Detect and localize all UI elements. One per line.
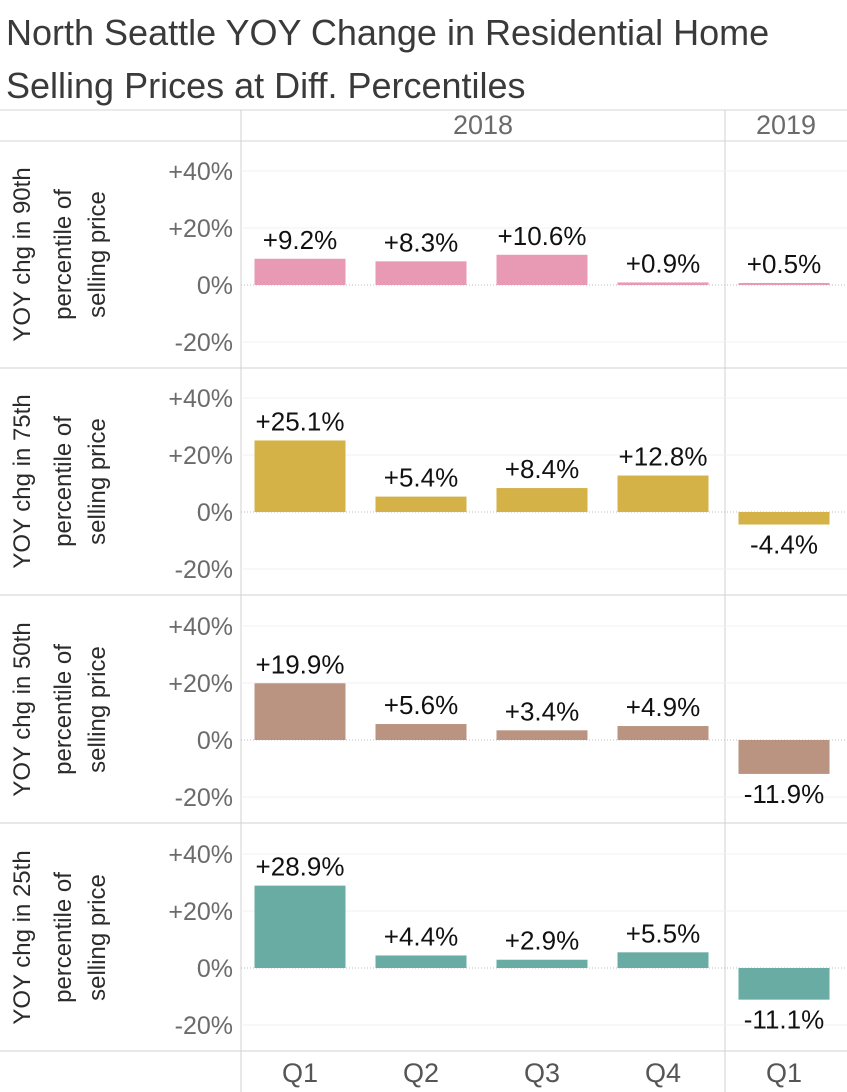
x-tick-label: Q1 <box>282 1058 318 1088</box>
y-tick-label: +20% <box>168 215 233 243</box>
data-label: +28.9% <box>256 852 345 882</box>
data-label: +3.4% <box>505 696 579 726</box>
x-tick-label: Q2 <box>403 1058 439 1088</box>
y-tick-label: +40% <box>168 841 233 869</box>
y-tick-label: +20% <box>168 442 233 470</box>
bar <box>496 959 588 968</box>
row-label-line: percentile of <box>50 416 77 547</box>
bar <box>738 968 830 1000</box>
y-tick-label: 0% <box>197 499 233 527</box>
bar <box>254 683 346 740</box>
data-label: +0.5% <box>747 249 821 279</box>
data-label: -11.9% <box>744 779 824 809</box>
bar <box>496 488 588 512</box>
bar <box>375 496 467 512</box>
bar <box>617 475 709 512</box>
bar <box>375 261 467 285</box>
data-label: +12.8% <box>619 442 708 472</box>
row-label-line: selling price <box>84 646 111 773</box>
y-tick-label: 0% <box>197 727 233 755</box>
y-tick-label: +20% <box>168 670 233 698</box>
bar <box>617 726 709 740</box>
data-label: +25.1% <box>256 406 345 436</box>
row-label-line: percentile of <box>50 189 77 320</box>
data-label: +2.9% <box>505 926 579 956</box>
data-label: +0.9% <box>626 248 700 278</box>
row-label-line: YOY chg in 75th <box>9 394 36 568</box>
x-tick-label: Q4 <box>645 1058 681 1088</box>
data-label: +5.5% <box>626 918 700 948</box>
data-label: +5.4% <box>384 463 458 493</box>
bar <box>375 955 467 968</box>
y-tick-label: +40% <box>168 613 233 641</box>
bar <box>254 885 346 968</box>
y-tick-label: -20% <box>175 1012 233 1040</box>
bar <box>738 512 830 525</box>
x-tick-label: Q3 <box>524 1058 560 1088</box>
data-label: -4.4% <box>750 530 818 560</box>
x-tick-label: Q1 <box>766 1058 802 1088</box>
data-label: +19.9% <box>256 649 345 679</box>
row-label-line: YOY chg in 90th <box>9 167 36 341</box>
data-label: +5.6% <box>384 690 458 720</box>
column-header-2018: 2018 <box>453 110 513 140</box>
data-label: +4.9% <box>626 692 700 722</box>
column-header-2019: 2019 <box>756 110 816 140</box>
y-tick-label: +40% <box>168 158 233 186</box>
row-label-line: YOY chg in 25th <box>9 850 36 1024</box>
row-label-line: YOY chg in 50th <box>9 622 36 796</box>
data-label: +4.4% <box>384 921 458 951</box>
bar <box>254 440 346 512</box>
bar <box>617 952 709 968</box>
y-tick-label: 0% <box>197 955 233 983</box>
bar <box>496 254 588 285</box>
bar <box>375 724 467 740</box>
bar <box>738 283 830 285</box>
data-label: +9.2% <box>263 225 337 255</box>
y-tick-label: -20% <box>175 556 233 584</box>
row-label-line: selling price <box>84 418 111 545</box>
row-label-line: percentile of <box>50 872 77 1003</box>
bar <box>617 282 709 285</box>
bar <box>496 730 588 740</box>
y-tick-label: -20% <box>175 784 233 812</box>
bar <box>254 258 346 285</box>
row-label-line: selling price <box>84 191 111 318</box>
row-label-line: selling price <box>84 874 111 1001</box>
data-label: -11.1% <box>744 1005 824 1035</box>
data-label: +8.4% <box>505 454 579 484</box>
row-label-line: percentile of <box>50 644 77 775</box>
data-label: +10.6% <box>498 221 587 251</box>
y-tick-label: 0% <box>197 272 233 300</box>
chart-title: North Seattle YOY Change in Residential … <box>6 12 770 106</box>
y-tick-label: +40% <box>168 385 233 413</box>
y-tick-label: +20% <box>168 898 233 926</box>
data-label: +8.3% <box>384 227 458 257</box>
y-tick-label: -20% <box>175 329 233 357</box>
bar <box>738 740 830 774</box>
